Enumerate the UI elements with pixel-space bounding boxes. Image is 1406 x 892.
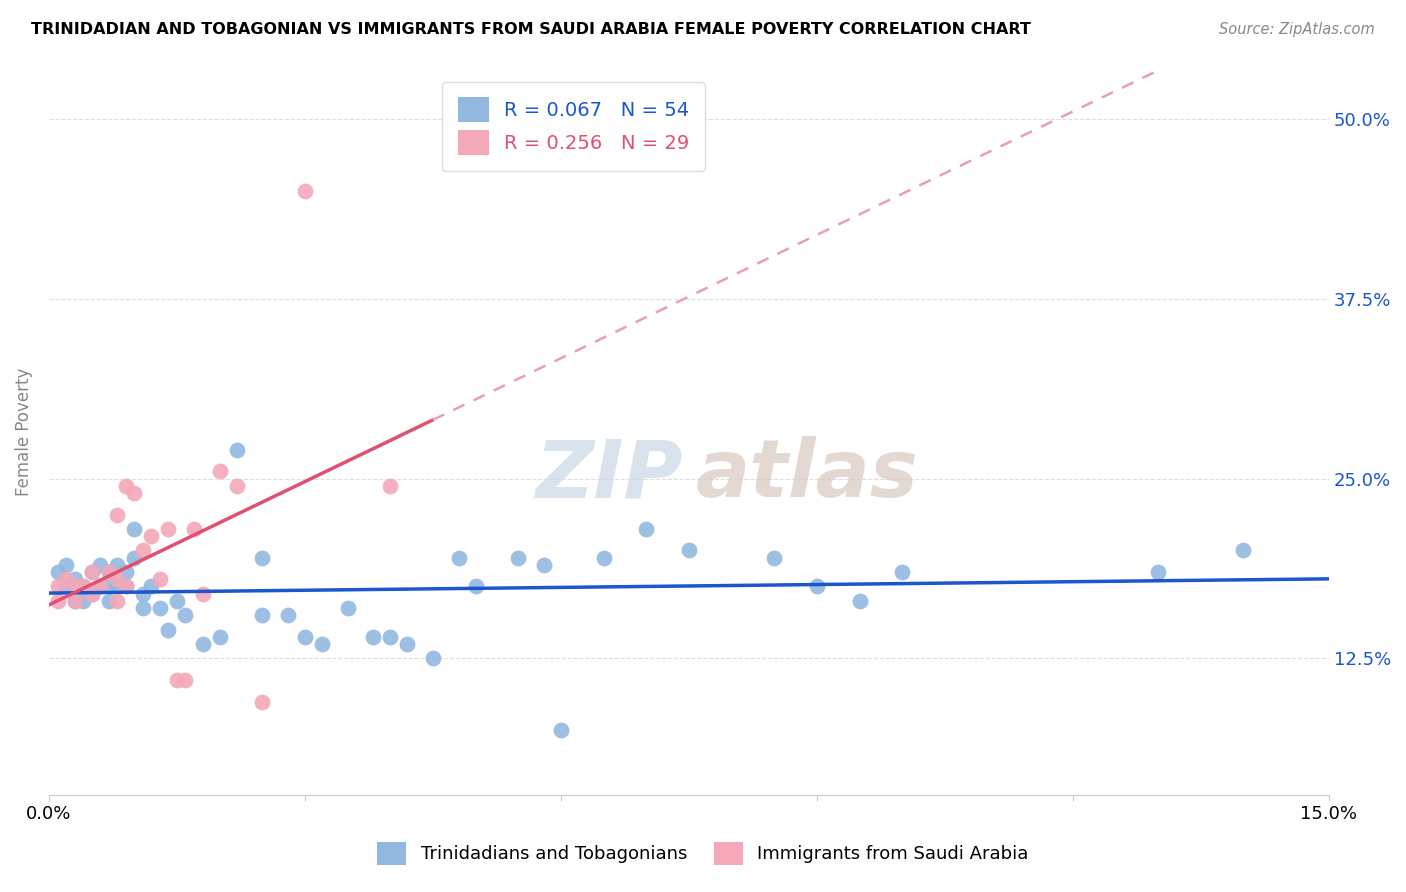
Point xyxy=(72,579,94,593)
Point xyxy=(124,522,146,536)
Point xyxy=(46,594,69,608)
Point xyxy=(105,572,128,586)
Point xyxy=(105,558,128,572)
Point xyxy=(72,594,94,608)
Point xyxy=(1232,543,1254,558)
Point xyxy=(174,608,197,623)
Point xyxy=(149,572,172,586)
Point xyxy=(891,565,914,579)
Point xyxy=(157,522,180,536)
Point xyxy=(183,522,205,536)
Point xyxy=(80,587,103,601)
Point xyxy=(294,630,316,644)
Point xyxy=(763,550,786,565)
Point xyxy=(63,579,86,593)
Point xyxy=(55,572,77,586)
Text: ZIP: ZIP xyxy=(536,436,682,515)
Point xyxy=(252,550,274,565)
Text: Source: ZipAtlas.com: Source: ZipAtlas.com xyxy=(1219,22,1375,37)
Point xyxy=(132,543,155,558)
Point xyxy=(97,565,120,579)
Point xyxy=(132,601,155,615)
Text: atlas: atlas xyxy=(696,436,918,515)
Point xyxy=(422,651,444,665)
Y-axis label: Female Poverty: Female Poverty xyxy=(15,368,32,496)
Point xyxy=(80,587,103,601)
Point xyxy=(508,550,530,565)
Legend: R = 0.067   N = 54, R = 0.256   N = 29: R = 0.067 N = 54, R = 0.256 N = 29 xyxy=(441,82,706,170)
Point xyxy=(105,579,128,593)
Point xyxy=(191,587,214,601)
Point xyxy=(361,630,384,644)
Point xyxy=(550,723,572,738)
Point xyxy=(124,550,146,565)
Point xyxy=(848,594,870,608)
Point xyxy=(105,594,128,608)
Point xyxy=(252,608,274,623)
Point xyxy=(157,623,180,637)
Point xyxy=(806,579,828,593)
Point xyxy=(294,184,316,198)
Point xyxy=(149,601,172,615)
Point xyxy=(55,579,77,593)
Point xyxy=(252,694,274,708)
Point xyxy=(141,579,163,593)
Point xyxy=(311,637,333,651)
Point xyxy=(166,594,188,608)
Legend: Trinidadians and Tobagonians, Immigrants from Saudi Arabia: Trinidadians and Tobagonians, Immigrants… xyxy=(370,835,1036,872)
Point xyxy=(97,579,120,593)
Point xyxy=(89,579,111,593)
Point xyxy=(97,565,120,579)
Point xyxy=(114,565,136,579)
Point xyxy=(678,543,700,558)
Point xyxy=(105,508,128,522)
Point xyxy=(208,630,231,644)
Point xyxy=(533,558,555,572)
Point xyxy=(114,579,136,593)
Point xyxy=(80,565,103,579)
Point xyxy=(97,594,120,608)
Point xyxy=(114,479,136,493)
Point xyxy=(80,565,103,579)
Point xyxy=(141,529,163,543)
Point xyxy=(277,608,299,623)
Point xyxy=(124,486,146,500)
Point xyxy=(89,558,111,572)
Point xyxy=(132,587,155,601)
Point xyxy=(225,442,247,457)
Point xyxy=(72,579,94,593)
Point xyxy=(55,558,77,572)
Point xyxy=(166,673,188,687)
Point xyxy=(63,594,86,608)
Point xyxy=(63,572,86,586)
Point xyxy=(174,673,197,687)
Point xyxy=(1147,565,1170,579)
Point xyxy=(396,637,419,651)
Text: TRINIDADIAN AND TOBAGONIAN VS IMMIGRANTS FROM SAUDI ARABIA FEMALE POVERTY CORREL: TRINIDADIAN AND TOBAGONIAN VS IMMIGRANTS… xyxy=(31,22,1031,37)
Point xyxy=(63,594,86,608)
Point xyxy=(464,579,486,593)
Point xyxy=(636,522,658,536)
Point xyxy=(336,601,359,615)
Point xyxy=(114,579,136,593)
Point xyxy=(380,479,402,493)
Point xyxy=(380,630,402,644)
Point xyxy=(592,550,614,565)
Point xyxy=(89,579,111,593)
Point xyxy=(46,579,69,593)
Point xyxy=(447,550,470,565)
Point xyxy=(225,479,247,493)
Point xyxy=(46,565,69,579)
Point xyxy=(208,464,231,478)
Point xyxy=(191,637,214,651)
